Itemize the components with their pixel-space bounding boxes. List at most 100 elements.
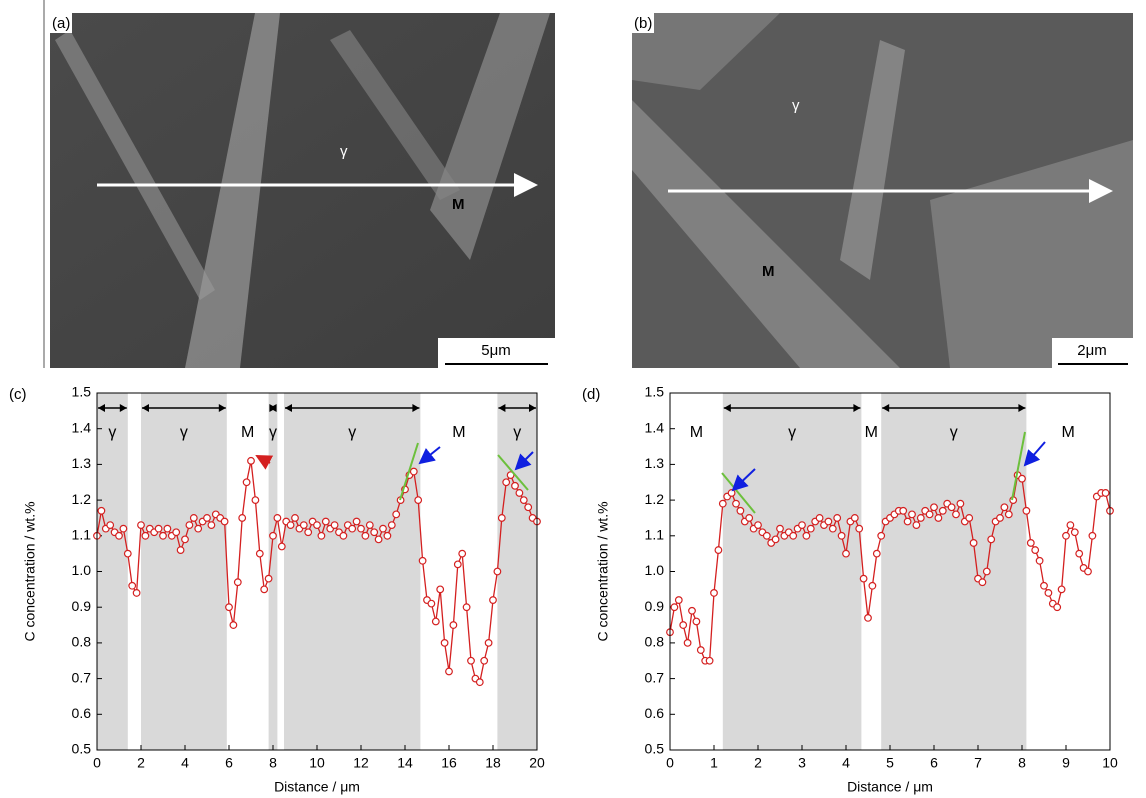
x-tick-label: 4 <box>181 755 189 771</box>
y-tick-label: 1.5 <box>72 384 92 400</box>
data-point <box>317 531 326 540</box>
y-tick-label: 0.7 <box>72 669 92 685</box>
data-point <box>1088 531 1097 540</box>
data-point <box>1084 567 1092 576</box>
data-point <box>519 496 528 505</box>
data-point <box>352 517 361 526</box>
data-point <box>220 517 229 526</box>
data-point <box>242 478 251 487</box>
data-point <box>837 531 846 540</box>
arrowhead <box>98 404 105 412</box>
data-point <box>119 524 128 533</box>
arrowhead <box>498 404 506 412</box>
arrowhead <box>142 404 149 412</box>
region-label: M <box>690 424 703 441</box>
data-point <box>833 514 842 522</box>
data-point <box>273 514 282 522</box>
phase-label: M <box>452 196 465 213</box>
data-point <box>229 621 238 629</box>
data-point <box>696 646 705 654</box>
region-label: γ <box>950 424 958 441</box>
data-point <box>97 506 106 515</box>
data-point <box>952 510 960 519</box>
data-point <box>996 514 1004 522</box>
data-point <box>877 531 886 540</box>
data-point <box>1062 531 1070 540</box>
data-point <box>824 517 833 526</box>
data-point <box>969 539 978 547</box>
data-point <box>467 656 475 665</box>
region-label: γ <box>348 424 356 441</box>
data-point <box>1040 581 1048 590</box>
data-point <box>798 521 806 529</box>
data-point <box>868 581 877 590</box>
data-point <box>154 524 163 533</box>
data-point <box>321 517 330 526</box>
data-point <box>912 521 921 529</box>
phase-region <box>881 393 1027 750</box>
data-point <box>440 639 449 647</box>
arrowhead <box>285 404 292 412</box>
data-point <box>269 531 277 540</box>
data-point <box>172 528 181 537</box>
data-point <box>361 531 370 540</box>
panel-label: (b) <box>634 15 652 32</box>
data-point <box>128 581 137 590</box>
y-tick-label: 0.8 <box>645 634 665 650</box>
region-label: γ <box>269 424 277 441</box>
data-point <box>511 481 519 490</box>
data-point <box>233 578 242 587</box>
data-point <box>802 531 811 540</box>
data-point <box>365 521 374 529</box>
data-point <box>1101 489 1110 497</box>
region-label: M <box>865 424 878 441</box>
data-point <box>330 521 339 529</box>
x-tick-label: 20 <box>529 755 545 771</box>
plot-frame <box>669 392 1111 751</box>
data-point <box>387 521 396 529</box>
data-point <box>313 521 321 529</box>
x-tick-label: 6 <box>225 755 233 771</box>
y-tick-label: 1.4 <box>72 419 92 435</box>
x-axis-title: Distance / μm <box>274 779 360 795</box>
data-point <box>106 521 115 529</box>
data-point <box>916 514 925 522</box>
data-point <box>1031 546 1040 554</box>
data-point <box>185 521 194 529</box>
arrowhead <box>882 404 890 412</box>
x-tick-label: 2 <box>754 755 762 771</box>
data-point <box>1035 556 1044 565</box>
phase-label: γ <box>792 97 800 114</box>
y-tick-label: 1.0 <box>645 562 665 578</box>
panel-label: (c) <box>9 386 27 403</box>
arrowhead <box>853 404 861 412</box>
plot-frame <box>96 392 538 751</box>
data-point <box>828 524 837 533</box>
data-point <box>1075 549 1084 558</box>
x-tick-label: 16 <box>441 755 457 771</box>
data-point <box>947 503 956 512</box>
y-tick-label: 0.5 <box>72 741 92 757</box>
y-tick-label: 1.3 <box>72 455 92 471</box>
region-label: γ <box>108 424 116 441</box>
x-tick-label: 5 <box>886 755 894 771</box>
data-point <box>908 510 916 519</box>
data-point <box>489 596 497 604</box>
y-tick-label: 0.6 <box>72 705 92 721</box>
micrograph-b: (b) γ M 2μm <box>632 13 1133 368</box>
data-point <box>137 521 145 529</box>
data-point <box>251 496 260 505</box>
arrowhead <box>269 404 277 412</box>
data-point <box>872 549 881 558</box>
data-point <box>181 535 189 544</box>
arrowhead <box>119 404 127 412</box>
x-tick-label: 3 <box>798 755 806 771</box>
phase-region <box>497 393 537 750</box>
data-point <box>1053 603 1062 612</box>
y-axis-title: C concentration / wt.% <box>22 501 38 641</box>
data-point <box>493 567 502 576</box>
phase-region <box>97 393 128 750</box>
data-point <box>1004 510 1013 519</box>
data-point <box>515 489 524 497</box>
region-label: γ <box>788 424 796 441</box>
